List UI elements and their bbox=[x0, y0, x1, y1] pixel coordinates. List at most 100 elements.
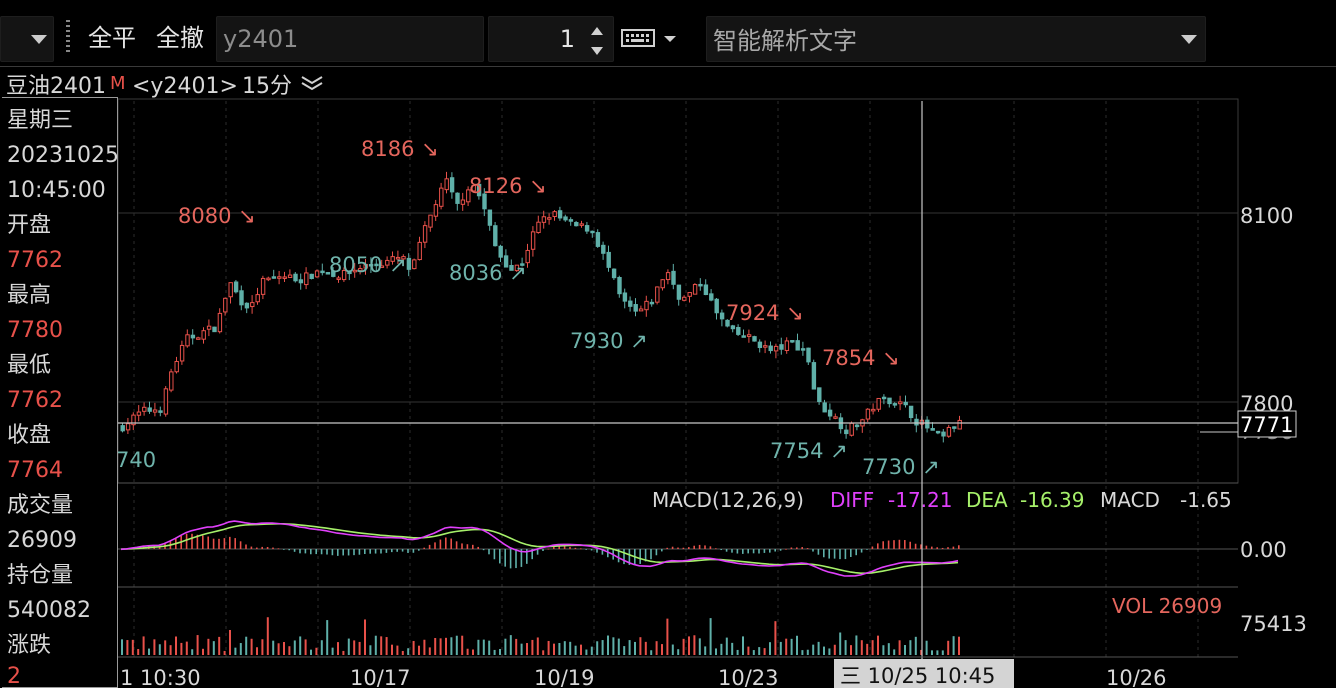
price-axis-label-8100: 8100 bbox=[1240, 204, 1293, 228]
spinner-down-icon bbox=[591, 47, 603, 55]
candle-body bbox=[449, 177, 455, 193]
candle-body bbox=[395, 256, 401, 260]
candle-body bbox=[131, 414, 136, 426]
volume-bar bbox=[547, 640, 550, 655]
info-open-interest-value: 540082 bbox=[7, 598, 91, 623]
candle-body bbox=[287, 274, 293, 278]
macd-bar bbox=[801, 547, 803, 549]
volume-bar bbox=[142, 636, 145, 655]
macd-bar bbox=[752, 549, 755, 554]
account-dropdown[interactable] bbox=[0, 16, 54, 62]
macd-bar bbox=[736, 549, 739, 554]
macd-bar bbox=[401, 549, 404, 552]
candle-body bbox=[660, 279, 665, 289]
macd-bar bbox=[245, 544, 247, 549]
macd-bar bbox=[704, 545, 706, 549]
quantity-value: 1 bbox=[559, 25, 575, 53]
chart-canvas[interactable]: 豆油2401 M <y2401> 15分 8080 ↘8186 ↘8126 ↘8… bbox=[0, 67, 1336, 688]
macd-bar bbox=[256, 547, 258, 549]
candle-body bbox=[455, 192, 460, 204]
macd-bar bbox=[941, 547, 944, 549]
macd-bar bbox=[428, 544, 431, 549]
price-annotation: 740 bbox=[116, 448, 156, 472]
volume-bar bbox=[623, 646, 626, 655]
quantity-stepper[interactable]: 1 bbox=[488, 16, 614, 62]
close-all-button[interactable]: 全平 bbox=[88, 24, 136, 52]
price-annotation: 7930 ↗ bbox=[570, 329, 648, 353]
candle-body bbox=[741, 335, 746, 338]
candle-body bbox=[433, 204, 439, 217]
candle-body bbox=[379, 265, 385, 268]
candle-body bbox=[719, 312, 725, 320]
volume-bar bbox=[304, 639, 307, 655]
contract-code-value: y2401 bbox=[223, 25, 299, 53]
volume-bar bbox=[148, 648, 150, 655]
volume-bar bbox=[137, 649, 140, 655]
candlesticks bbox=[120, 171, 962, 443]
volume-bar bbox=[158, 644, 161, 655]
volume-bar bbox=[337, 642, 339, 655]
candle-body bbox=[601, 244, 606, 254]
candle-body bbox=[358, 268, 363, 272]
candle-body bbox=[277, 276, 282, 279]
volume-bar bbox=[936, 650, 939, 655]
candle-body bbox=[633, 304, 638, 312]
info-open-label: 开盘 bbox=[7, 213, 52, 238]
dropdown-caret-icon bbox=[31, 35, 47, 44]
smart-parse-placeholder: 智能解析文字 bbox=[713, 27, 857, 55]
macd-bar bbox=[293, 549, 296, 552]
candle-body bbox=[331, 270, 336, 277]
macd-bar bbox=[877, 543, 879, 549]
candle-body bbox=[682, 296, 687, 301]
volume-bar bbox=[153, 639, 156, 655]
cancel-all-button[interactable]: 全撤 bbox=[156, 24, 204, 52]
period-chevron-icon[interactable] bbox=[301, 76, 323, 91]
volume-bar bbox=[439, 638, 442, 655]
smart-parse-dropdown[interactable]: 智能解析文字 bbox=[706, 16, 1206, 62]
info-open-value: 7762 bbox=[7, 248, 63, 273]
volume-bar bbox=[736, 649, 739, 655]
volume-bar bbox=[526, 643, 528, 655]
volume-bar bbox=[536, 637, 539, 655]
keyboard-icon[interactable] bbox=[620, 26, 682, 52]
candle-body bbox=[352, 269, 358, 273]
candle-body bbox=[849, 422, 854, 436]
candle-body bbox=[925, 419, 930, 429]
macd-dea-line bbox=[120, 522, 959, 575]
macd-bar bbox=[887, 540, 890, 549]
volume-bar bbox=[693, 635, 696, 655]
candle-body bbox=[611, 268, 617, 279]
volume-bar bbox=[261, 639, 264, 655]
candle-body bbox=[341, 270, 347, 281]
macd-bar bbox=[709, 546, 712, 549]
kline-chart-area[interactable]: 豆油2401 M <y2401> 15分 8080 ↘ 8186 ↘ 8126 ↘ 8… bbox=[0, 66, 1336, 688]
candle-body bbox=[768, 345, 773, 352]
candle-body bbox=[941, 431, 946, 437]
volume-bar bbox=[520, 643, 523, 655]
macd-bar bbox=[185, 533, 188, 549]
macd-bar bbox=[515, 549, 517, 569]
contract-code-field[interactable]: y2401 bbox=[216, 16, 484, 62]
macd-title: MACD(12,26,9) bbox=[652, 488, 804, 512]
candle-body bbox=[487, 209, 493, 226]
macd-bar bbox=[364, 549, 366, 555]
volume-bar bbox=[466, 648, 469, 655]
macd-bar bbox=[812, 549, 814, 552]
candle-body bbox=[865, 408, 871, 420]
volume-bar bbox=[860, 640, 863, 655]
volume-bar bbox=[769, 642, 771, 655]
candle-body bbox=[946, 426, 952, 437]
candle-body bbox=[158, 410, 163, 413]
volume-bar bbox=[272, 640, 275, 655]
candle-body bbox=[282, 276, 287, 279]
macd-bar bbox=[796, 547, 798, 549]
candle-body bbox=[417, 241, 422, 261]
period-label[interactable]: 15分 bbox=[242, 74, 292, 99]
grip-icon bbox=[66, 20, 70, 54]
candle-body bbox=[476, 183, 482, 197]
macd-bar bbox=[958, 545, 960, 549]
candle-body bbox=[822, 402, 827, 413]
candle-body bbox=[444, 178, 449, 191]
volume-bar bbox=[509, 635, 512, 655]
macd-bar bbox=[337, 549, 339, 556]
